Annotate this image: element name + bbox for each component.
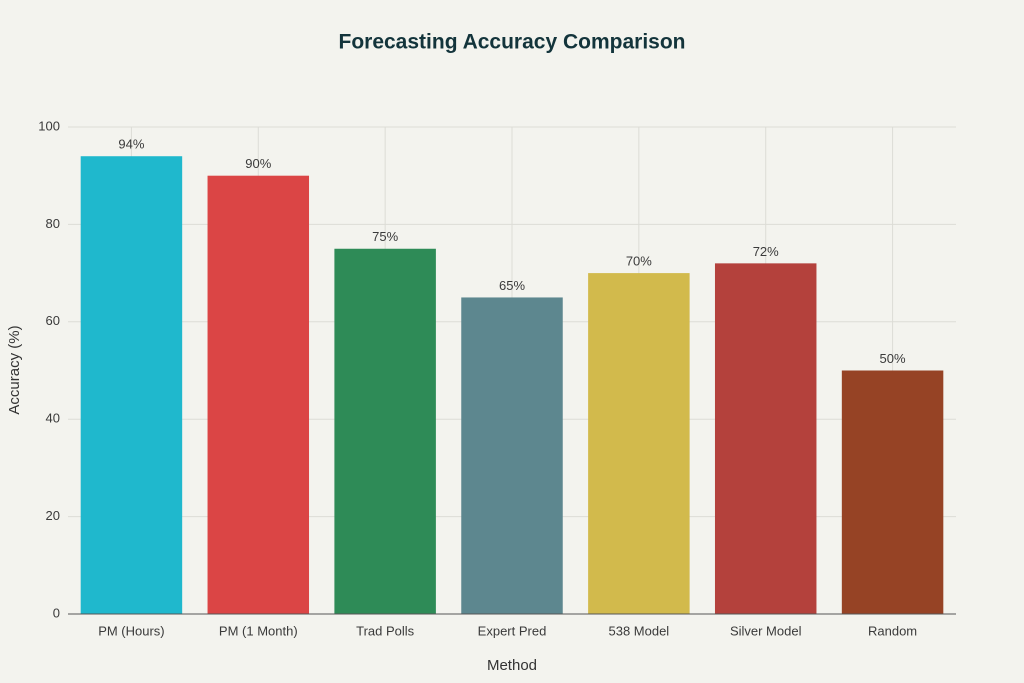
y-tick-label: 20 (46, 508, 60, 523)
x-tick-label: PM (1 Month) (219, 623, 298, 638)
value-label: 90% (245, 156, 271, 171)
x-tick-label: Silver Model (730, 623, 802, 638)
bar (334, 248, 436, 614)
y-tick-label: 0 (53, 605, 60, 620)
y-axis-title: Accuracy (%) (6, 325, 23, 414)
value-label: 50% (880, 351, 906, 366)
x-axis-title: Method (487, 657, 537, 674)
value-label: 72% (753, 244, 779, 259)
y-tick-label: 40 (46, 411, 60, 426)
y-tick-label: 80 (46, 216, 60, 231)
value-label: 75% (372, 229, 398, 244)
x-tick-label: 538 Model (608, 623, 669, 638)
bar (841, 370, 944, 614)
value-label: 70% (626, 254, 652, 269)
chart-title: Forecasting Accuracy Comparison (339, 31, 686, 54)
bar (714, 263, 817, 614)
bar (588, 273, 690, 614)
x-tick-label: PM (Hours) (98, 623, 164, 638)
bar (80, 156, 183, 614)
y-tick-label: 100 (38, 118, 60, 133)
bar (461, 297, 563, 614)
x-tick-label: Expert Pred (478, 623, 547, 638)
value-label: 94% (118, 137, 144, 152)
y-tick-label: 60 (46, 313, 60, 328)
bar (207, 175, 310, 614)
value-label: 65% (499, 278, 525, 293)
x-tick-label: Trad Polls (356, 623, 415, 638)
x-tick-label: Random (868, 623, 917, 638)
